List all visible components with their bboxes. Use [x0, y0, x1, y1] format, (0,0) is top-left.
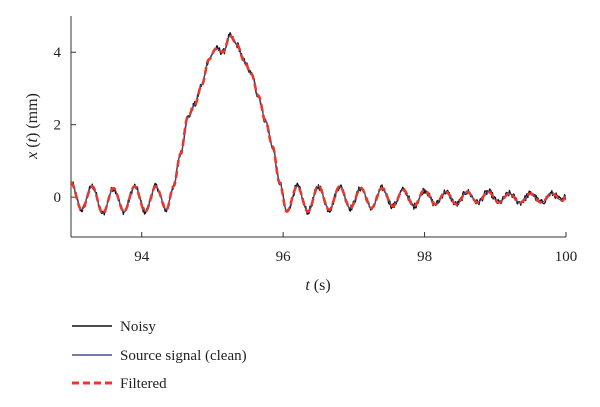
y-tick-label: 0 — [54, 190, 62, 206]
y-tick-label: 2 — [54, 118, 62, 134]
x-tick-label: 94 — [134, 249, 150, 265]
series-line-source — [71, 35, 566, 214]
x-tick-label: 96 — [276, 249, 292, 265]
legend: Noisy Source signal (clean) Filtered — [72, 319, 247, 392]
x-axis-label: t (s) — [305, 277, 330, 294]
series-line-noisy — [71, 32, 566, 216]
plot-lines — [71, 32, 566, 216]
x-tick-label: 98 — [417, 249, 432, 265]
x-tick-label: 100 — [555, 249, 578, 265]
legend-label-source: Source signal (clean) — [120, 348, 247, 364]
legend-label-noisy: Noisy — [120, 319, 156, 335]
y-axis-label: x(t)(mm) — [24, 93, 41, 160]
series-line-filtered — [71, 34, 566, 215]
y-tick-label: 4 — [54, 45, 62, 61]
ticks: 94 96 98 100 0 2 4 — [54, 45, 578, 265]
legend-label-filtered: Filtered — [120, 376, 167, 392]
